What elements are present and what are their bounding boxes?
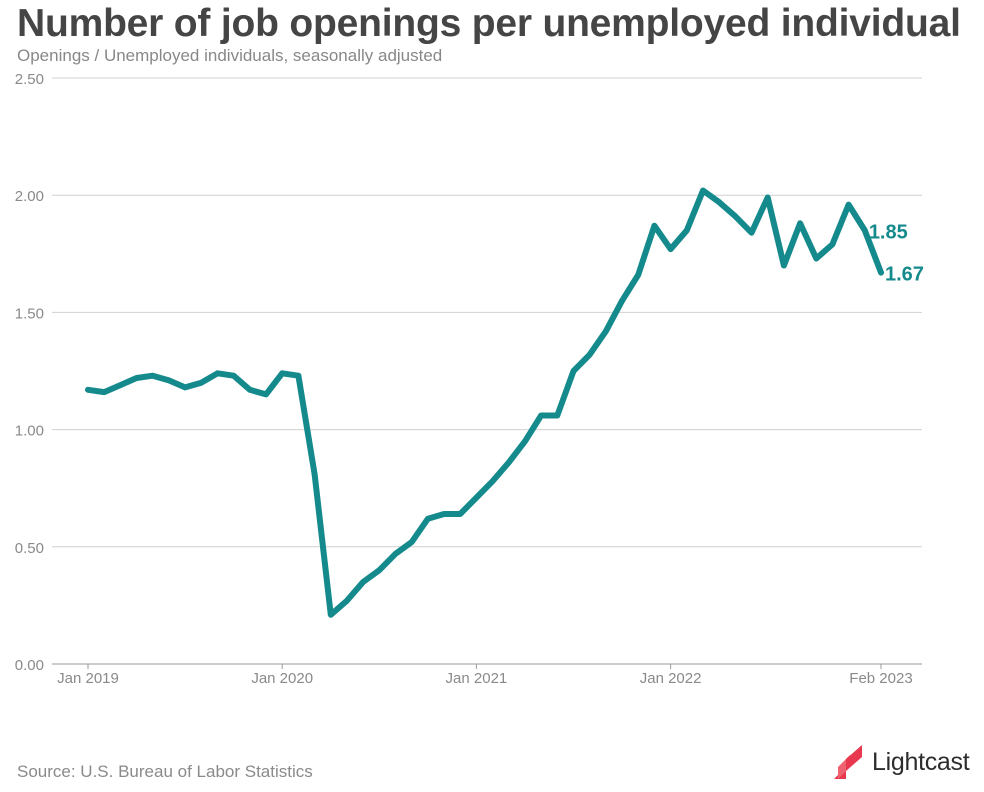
data-label: 1.85 bbox=[869, 221, 908, 243]
x-tick-label: Jan 2019 bbox=[57, 670, 119, 687]
lightcast-logo-text: Lightcast bbox=[872, 747, 970, 776]
y-tick-label: 1.50 bbox=[15, 305, 44, 322]
y-tick-label: 0.00 bbox=[15, 657, 44, 674]
x-tick-label: Jan 2021 bbox=[446, 670, 508, 687]
x-tick-label: Jan 2022 bbox=[640, 670, 702, 687]
y-tick-label: 2.00 bbox=[15, 188, 44, 205]
line-chart: 0.00 0.50 1.00 1.50 2.00 2.50 Jan 2019 Jan 202… bbox=[15, 71, 924, 687]
series bbox=[85, 187, 884, 618]
x-tick-label: Jan 2020 bbox=[251, 670, 313, 687]
y-axis: 0.00 0.50 1.00 1.50 2.00 2.50 bbox=[15, 71, 44, 674]
chart-subtitle: Openings / Unemployed individuals, seaso… bbox=[17, 46, 443, 65]
x-axis: Jan 2019 Jan 2020 Jan 2021 Jan 2022 Feb 2023 bbox=[57, 664, 913, 687]
data-labels: 1.85 1.67 bbox=[869, 221, 924, 285]
series-line bbox=[85, 187, 884, 618]
x-tick-label: Feb 2023 bbox=[849, 670, 912, 687]
y-tick-label: 1.00 bbox=[15, 423, 44, 440]
data-label: 1.67 bbox=[885, 264, 924, 286]
y-tick-label: 2.50 bbox=[15, 71, 44, 88]
chart-title: Number of job openings per unemployed in… bbox=[17, 2, 961, 45]
lightcast-logo-icon bbox=[834, 745, 862, 779]
gridlines bbox=[52, 77, 922, 665]
source-note: Source: U.S. Bureau of Labor Statistics bbox=[17, 762, 313, 781]
lightcast-logo: Lightcast bbox=[832, 745, 970, 779]
y-tick-label: 0.50 bbox=[15, 540, 44, 557]
